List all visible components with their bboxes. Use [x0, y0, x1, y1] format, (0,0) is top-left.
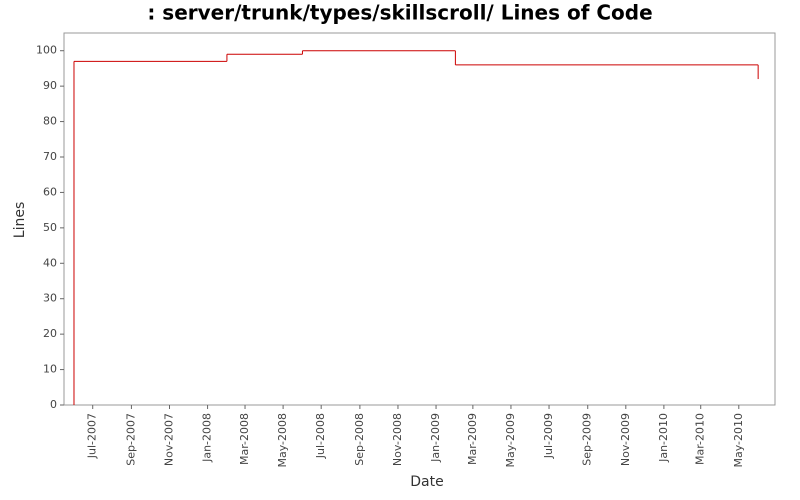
x-tick-label: Sep-2007 [124, 413, 137, 466]
y-tick-label: 20 [43, 327, 57, 340]
y-tick-label: 100 [36, 44, 57, 57]
x-tick-label: Mar-2010 [694, 413, 707, 465]
y-tick-label: 70 [43, 150, 57, 163]
x-tick-label: Jan-2008 [201, 413, 214, 463]
x-tick-label: Nov-2008 [391, 413, 404, 466]
x-tick-label: May-2009 [504, 413, 517, 468]
x-tick-label: Jul-2007 [86, 413, 99, 459]
x-tick-label: Nov-2009 [619, 413, 632, 466]
chart-title: : server/trunk/types/skillscroll/ Lines … [147, 1, 652, 25]
x-tick-label: Mar-2008 [238, 413, 251, 465]
x-tick-label: Jul-2008 [314, 413, 327, 459]
y-tick-label: 30 [43, 292, 57, 305]
y-tick-label: 90 [43, 79, 57, 92]
plot-frame [63, 32, 776, 406]
x-axis-label: Date [410, 474, 443, 490]
x-tick-label: May-2010 [732, 413, 745, 468]
y-tick-label: 0 [50, 398, 57, 411]
x-tick-label: Mar-2009 [466, 413, 479, 465]
x-tick-label: Nov-2007 [162, 413, 175, 466]
y-tick-label: 50 [43, 221, 57, 234]
x-tick-label: May-2008 [276, 413, 289, 468]
y-tick-label: 10 [43, 363, 57, 376]
y-axis-label: Lines [12, 202, 28, 238]
x-tick-label: Jan-2010 [657, 413, 670, 463]
x-tick-label: Sep-2008 [353, 413, 366, 466]
x-tick-label: Jan-2009 [429, 413, 442, 463]
y-tick-label: 60 [43, 185, 57, 198]
y-tick-label: 80 [43, 115, 57, 128]
x-tick-label: Sep-2009 [581, 413, 594, 466]
x-tick-label: Jul-2009 [542, 413, 555, 459]
y-tick-label: 40 [43, 256, 57, 269]
